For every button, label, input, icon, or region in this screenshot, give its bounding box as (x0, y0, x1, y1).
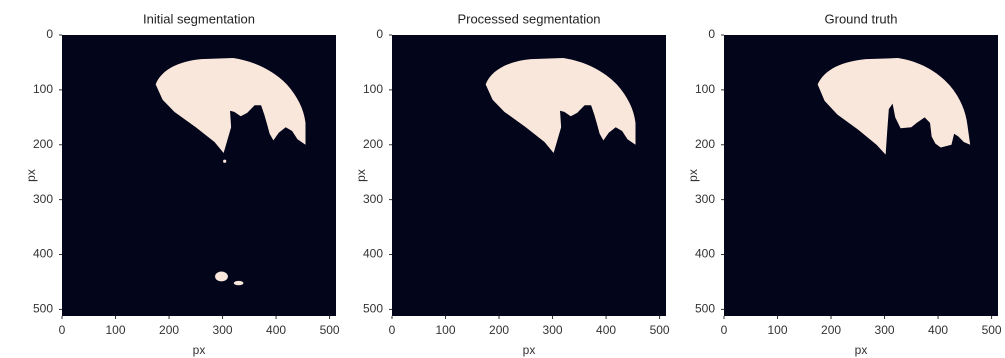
x-tick-label: 200 (821, 323, 841, 337)
y-tick-label: 200 (695, 137, 715, 151)
y-tick-label: 0 (708, 27, 715, 41)
x-tick-label: 0 (389, 323, 396, 337)
x-tick-label: 200 (159, 323, 179, 337)
x-tick-label: 500 (320, 323, 340, 337)
y-tick-label: 200 (33, 137, 53, 151)
panel-title: Ground truth (825, 11, 898, 26)
y-tick-label: 300 (695, 192, 715, 206)
y-tick-label: 100 (363, 82, 383, 96)
mask-speck (223, 160, 226, 163)
mask-speck (234, 281, 244, 285)
figure: Initial segmentation 0 100 200 300 400 500 0 100… (0, 0, 1005, 358)
x-tick-label: 500 (982, 323, 1002, 337)
x-tick-label: 0 (59, 323, 66, 337)
y-axis-label: px (354, 169, 368, 182)
x-tick-label: 400 (596, 323, 616, 337)
x-tick-label: 100 (768, 323, 788, 337)
y-tick-label: 500 (363, 302, 383, 316)
x-tick-label: 300 (875, 323, 895, 337)
y-tick-label: 500 (33, 302, 53, 316)
y-tick-label: 300 (33, 192, 53, 206)
x-tick-label: 400 (266, 323, 286, 337)
x-axis-label: px (523, 343, 536, 357)
mask-speck (215, 272, 228, 282)
x-tick-label: 0 (721, 323, 728, 337)
y-tick-label: 500 (695, 302, 715, 316)
y-tick-label: 400 (33, 247, 53, 261)
y-axis-label: px (24, 169, 38, 182)
x-tick-label: 100 (436, 323, 456, 337)
x-tick-label: 100 (106, 323, 126, 337)
y-tick-label: 400 (695, 247, 715, 261)
panels: Initial segmentation 0 100 200 300 400 500 0 100… (24, 11, 1002, 357)
x-tick-label: 200 (489, 323, 509, 337)
x-axis-label: px (193, 343, 206, 357)
panel: Ground truth 0 100 200 300 400 500 0 100 200 300 40… (686, 11, 1002, 357)
x-tick-label: 500 (650, 323, 670, 337)
x-axis-label: px (855, 343, 868, 357)
y-tick-label: 0 (376, 27, 383, 41)
y-axis-label: px (686, 169, 700, 182)
panel-title: Processed segmentation (457, 11, 600, 26)
panel: Processed segmentation 0 100 200 300 400 500 0 1… (354, 11, 670, 357)
panel: Initial segmentation 0 100 200 300 400 500 0 100… (24, 11, 340, 357)
y-tick-label: 100 (33, 82, 53, 96)
x-tick-label: 300 (543, 323, 563, 337)
y-tick-label: 400 (363, 247, 383, 261)
page: Initial segmentation 0 100 200 300 400 500 0 100… (0, 0, 1005, 358)
y-tick-label: 200 (363, 137, 383, 151)
y-tick-label: 100 (695, 82, 715, 96)
x-tick-label: 400 (928, 323, 948, 337)
x-tick-label: 300 (213, 323, 233, 337)
y-tick-label: 300 (363, 192, 383, 206)
panel-title: Initial segmentation (143, 11, 255, 26)
y-tick-label: 0 (46, 27, 53, 41)
